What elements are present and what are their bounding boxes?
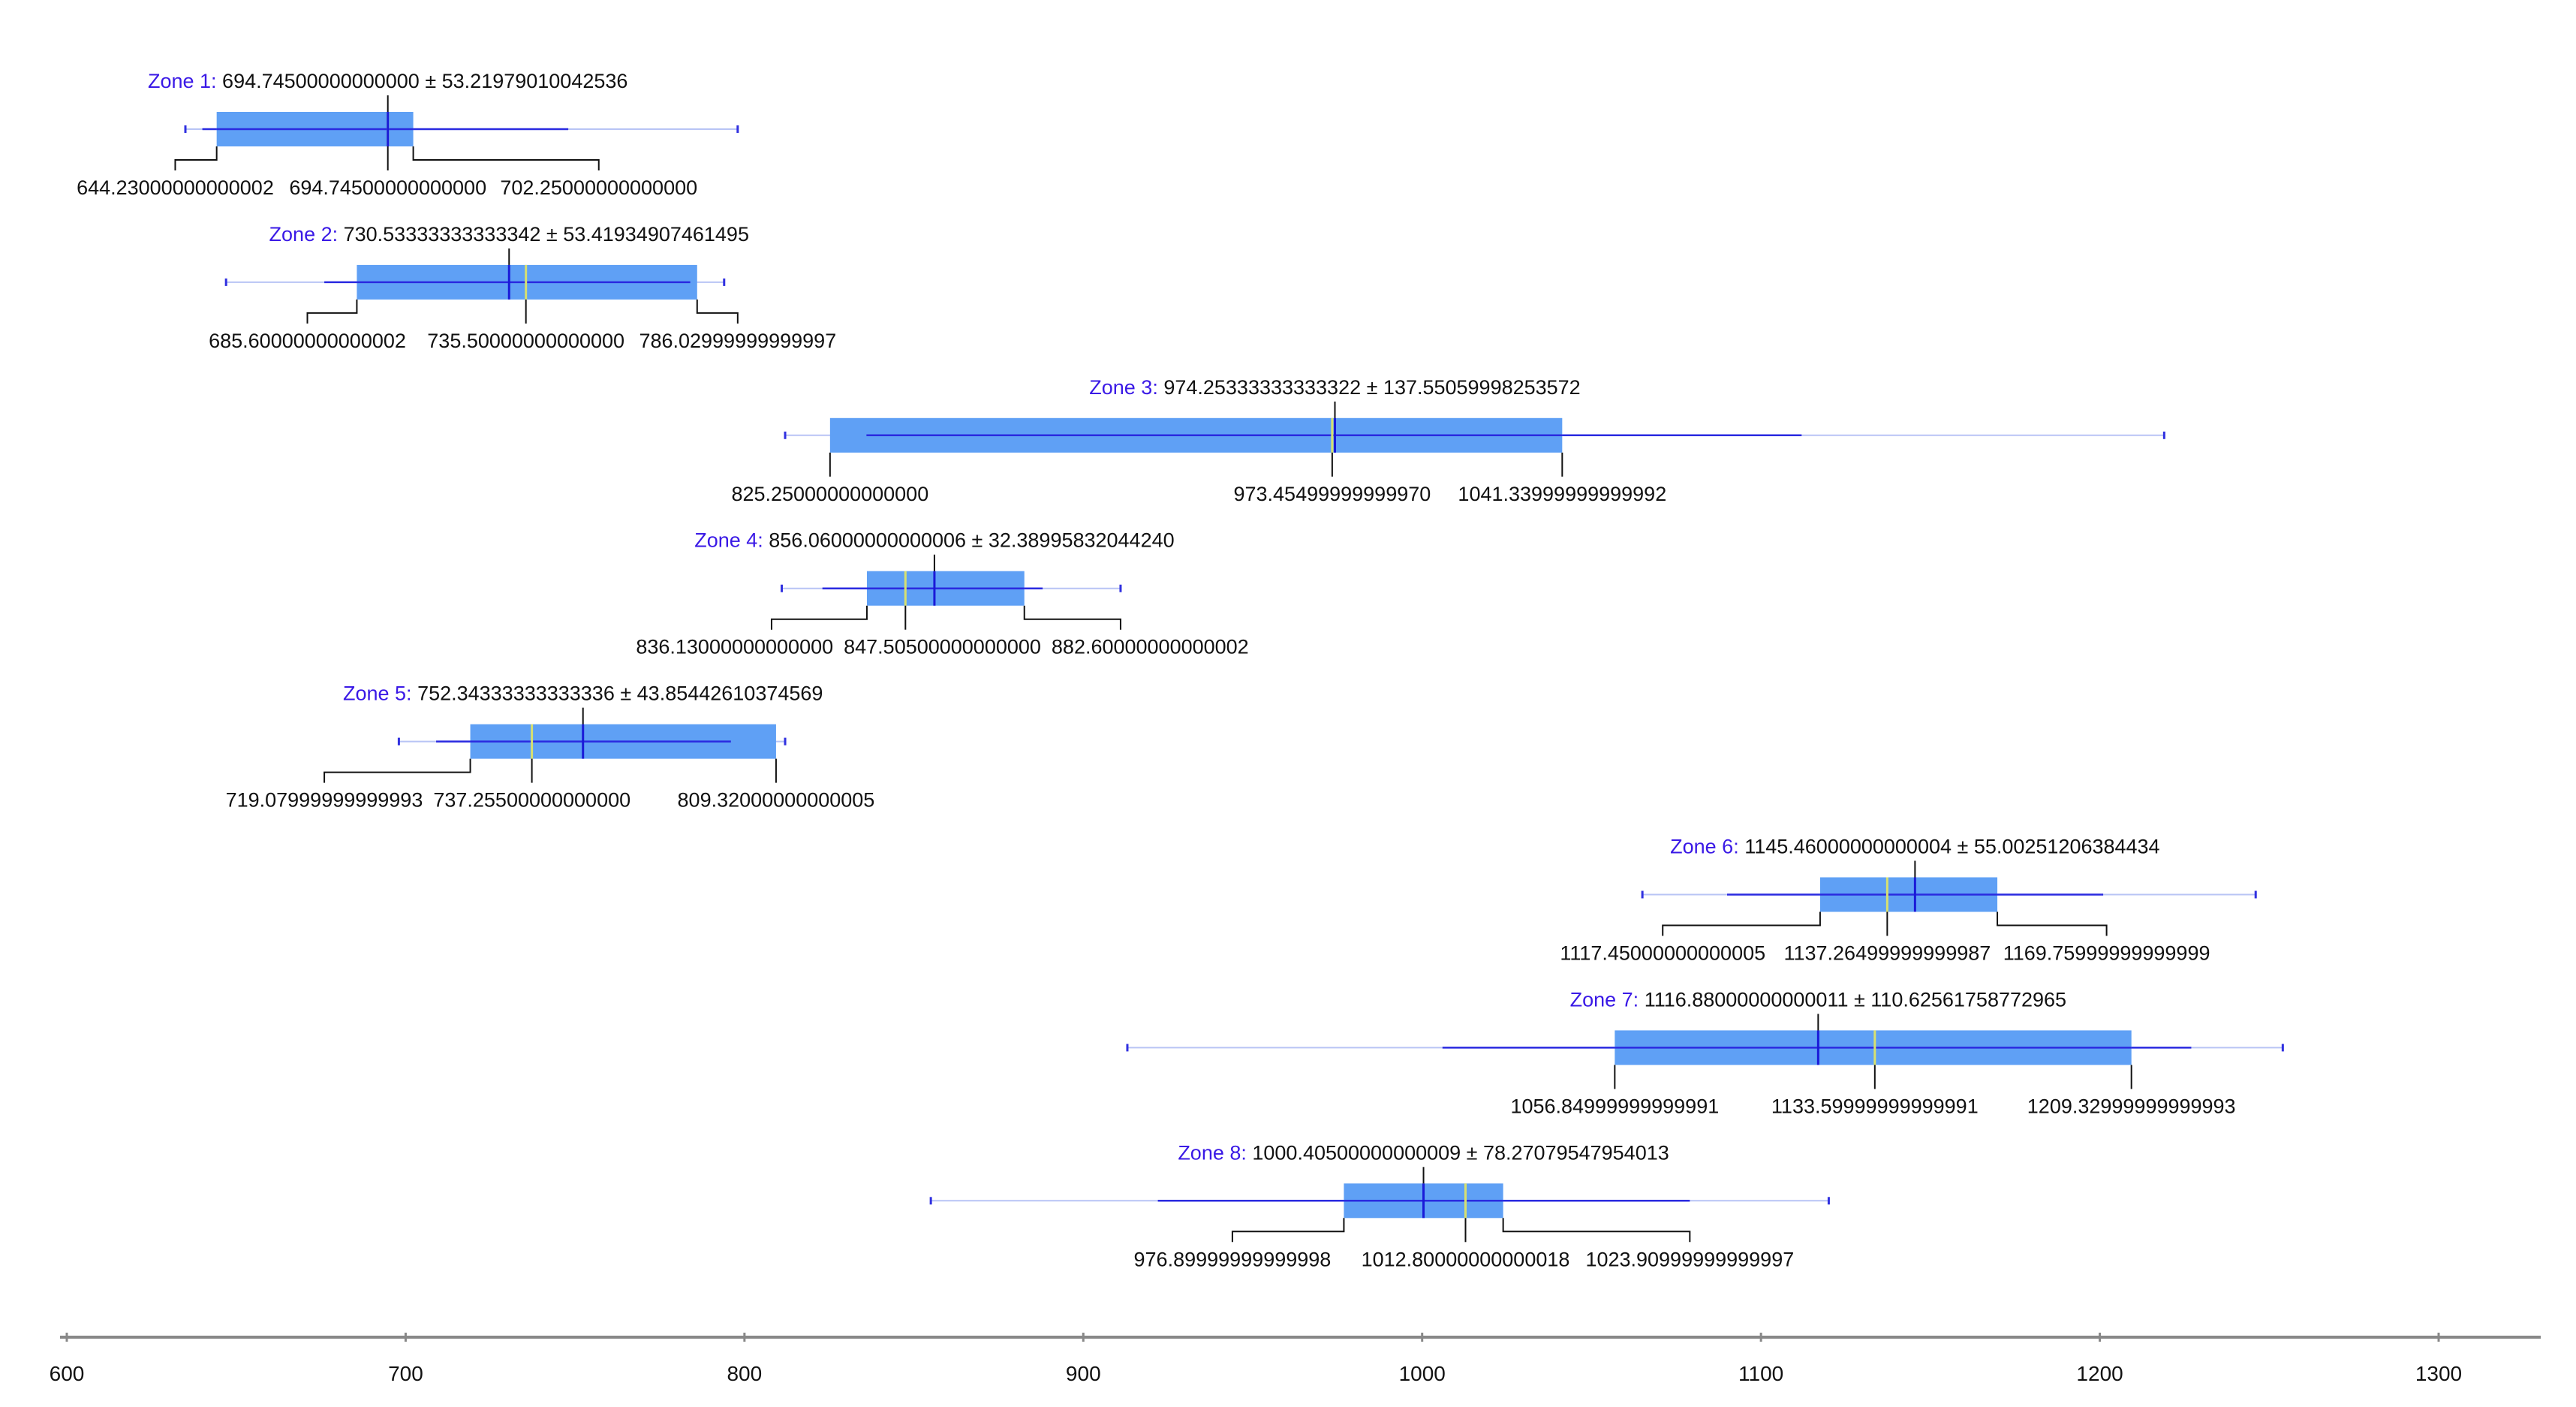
q1-label: 1117.45000000000005 [1560,942,1765,965]
median-label: 735.50000000000000 [427,330,624,352]
q1-label: 719.07999999999993 [226,789,423,812]
q3-label: 809.32000000000005 [678,789,875,812]
tick-label: 600 [50,1362,85,1385]
median-label: 1133.59999999999991 [1771,1095,1979,1117]
q3-bracket [1023,605,1121,630]
zone-stat: 752.34333333333336 ± 43.85442610374569 [412,682,823,705]
zone-name: Zone 5: [343,682,412,705]
zone-title: Zone 2: 730.53333333333342 ± 53.41934907… [269,223,749,246]
zone-title: Zone 8: 1000.40500000000009 ± 78.2707954… [1178,1141,1669,1164]
zone-name: Zone 4: [694,529,763,552]
x-axis: 600 700 800 900 1000 1100 1200 1300 [50,1333,2541,1385]
q1-bracket [306,299,358,324]
median-label: 1137.26499999999987 [1783,942,1991,965]
q3-label: 1023.90999999999997 [1585,1248,1794,1270]
tick-label: 1000 [1399,1362,1446,1385]
zone-4: Zone 4: 856.06000000000006 ± 32.38995832… [636,529,1248,658]
tick-label: 1200 [2076,1362,2123,1385]
q1-label: 976.89999999999998 [1134,1248,1332,1270]
zone-5: Zone 5: 752.34333333333336 ± 43.85442610… [226,682,875,812]
q1-label: 644.23000000000002 [77,176,274,199]
q1-label: 1056.84999999999991 [1510,1095,1719,1117]
q3-label: 1041.33999999999992 [1458,483,1666,505]
q1-bracket [174,146,218,170]
zone-title: Zone 7: 1116.88000000000011 ± 110.625617… [1570,988,2066,1011]
q3-bracket [412,146,600,170]
q3-bracket [1997,911,2108,936]
median-label: 737.25500000000000 [433,789,630,812]
zones-layer: Zone 1: 694.74500000000000 ± 53.21979010… [77,70,2284,1270]
tick-label: 700 [388,1362,423,1385]
zone-stat: 1116.88000000000011 ± 110.62561758772965 [1639,988,2066,1011]
zone-3: Zone 3: 974.25333333333322 ± 137.5505999… [731,376,2165,505]
median-label: 973.45499999999970 [1233,483,1431,505]
zone-6: Zone 6: 1145.46000000000004 ± 55.0025120… [1560,836,2257,965]
q1-label: 685.60000000000002 [209,330,406,352]
tick-label: 800 [727,1362,762,1385]
zone-title: Zone 5: 752.34333333333336 ± 43.85442610… [343,682,823,705]
zone-name: Zone 3: [1089,376,1158,399]
zone-stat: 974.25333333333322 ± 137.55059998253572 [1158,376,1581,399]
zone-name: Zone 6: [1670,836,1739,858]
zone-8: Zone 8: 1000.40500000000009 ± 78.2707954… [929,1141,1830,1270]
median-label: 1012.80000000000018 [1362,1248,1570,1270]
q3-bracket [1502,1218,1691,1243]
median-label: 847.50500000000000 [844,636,1041,658]
zone-title: Zone 1: 694.74500000000000 ± 53.21979010… [148,70,627,92]
tick-label: 1300 [2415,1362,2462,1385]
q3-label: 702.25000000000000 [500,176,697,199]
zone-7: Zone 7: 1116.88000000000011 ± 110.625617… [1126,988,2284,1117]
tick-label: 1100 [1738,1362,1783,1385]
zone-name: Zone 2: [269,223,339,246]
q3-bracket [696,299,739,324]
q3-label: 1169.75999999999999 [2003,942,2210,965]
zone-stat: 1000.40500000000009 ± 78.27079547954013 [1247,1141,1669,1164]
zone-stat: 856.06000000000006 ± 32.38995832044240 [763,529,1175,552]
tick-label: 900 [1066,1362,1101,1385]
q3-label: 786.02999999999997 [639,330,836,352]
zone-name: Zone 1: [148,70,217,92]
zone-name: Zone 7: [1570,988,1639,1011]
zone-name: Zone 8: [1178,1141,1247,1164]
zone-2: Zone 2: 730.53333333333342 ± 53.41934907… [209,223,836,352]
q1-bracket [1662,911,1821,936]
q1-label: 825.25000000000000 [731,483,928,505]
zone-1: Zone 1: 694.74500000000000 ± 53.21979010… [77,70,739,199]
zone-title: Zone 4: 856.06000000000006 ± 32.38995832… [694,529,1174,552]
q1-bracket [1231,1218,1345,1243]
zone-stat: 730.53333333333342 ± 53.41934907461495 [338,223,749,246]
zone-title: Zone 6: 1145.46000000000004 ± 55.0025120… [1670,836,2159,858]
zone-stat: 694.74500000000000 ± 53.21979010042536 [217,70,628,92]
q1-label: 836.13000000000000 [636,636,833,658]
q1-bracket [324,758,471,783]
q3-label: 1209.32999999999993 [2027,1095,2236,1117]
median-label: 694.74500000000000 [289,176,486,199]
q1-bracket [770,605,868,630]
zone-stat: 1145.46000000000004 ± 55.00251206384434 [1739,836,2160,858]
zone-title: Zone 3: 974.25333333333322 ± 137.5505999… [1089,376,1580,399]
q3-label: 882.60000000000002 [1052,636,1249,658]
